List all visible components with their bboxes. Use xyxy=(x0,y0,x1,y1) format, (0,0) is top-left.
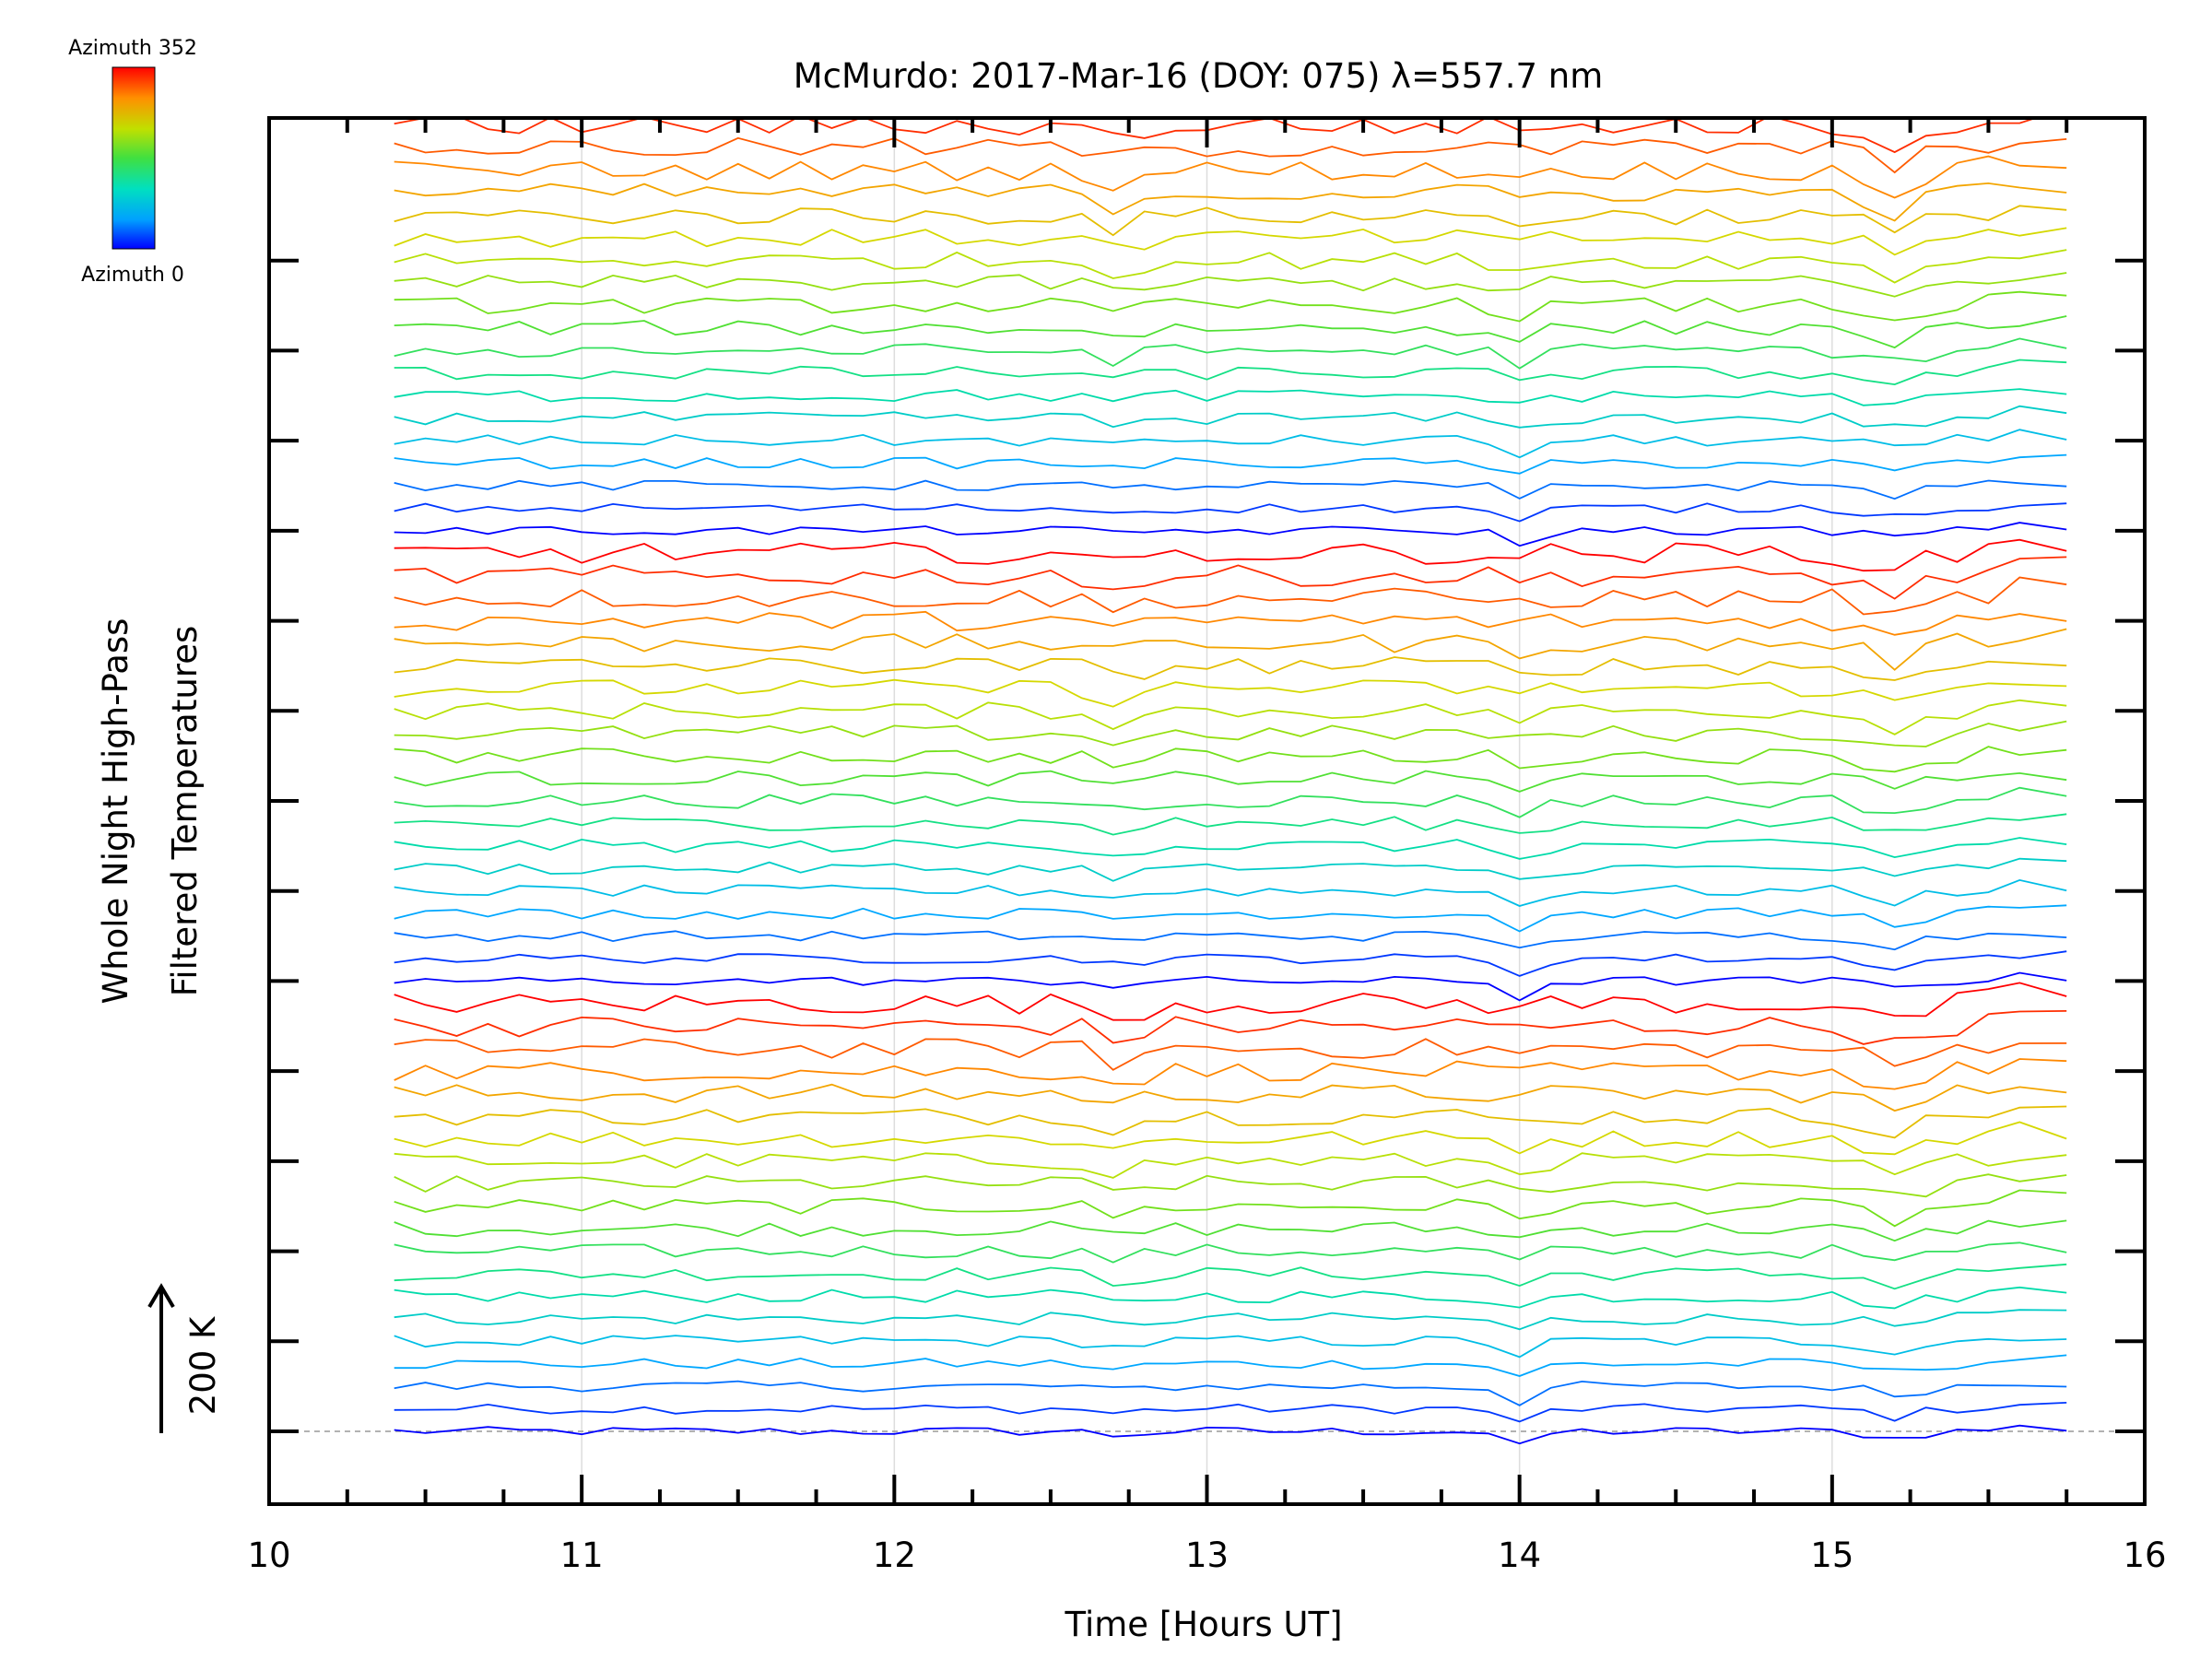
x-tick-label-12: 12 xyxy=(873,1535,916,1575)
series-line xyxy=(394,227,2067,256)
colorbar-legend: Azimuth 352 Azimuth 0 xyxy=(68,37,197,287)
series-line xyxy=(394,678,2067,708)
series-line xyxy=(394,388,2067,406)
series-line xyxy=(394,205,2067,237)
series-line xyxy=(394,720,2067,747)
series-line xyxy=(394,30,2067,46)
x-tick-label-11: 11 xyxy=(560,1535,604,1575)
series-line xyxy=(394,1219,2067,1242)
series-line xyxy=(394,610,2067,636)
series-line xyxy=(394,1010,2067,1045)
series-line xyxy=(394,786,2067,818)
series-line xyxy=(394,628,2067,671)
x-tick-label-10: 10 xyxy=(247,1535,290,1575)
series-line xyxy=(394,1335,2067,1359)
chart-title: McMurdo: 2017-Mar-16 (DOY: 075) λ=557.7 … xyxy=(794,56,1604,96)
series-line xyxy=(394,1424,2067,1445)
y-axis-label-line1: Whole Night High-Pass xyxy=(96,618,135,1005)
series-line xyxy=(394,1121,2067,1156)
series-line xyxy=(394,904,2067,933)
y-axis-label-line2: Filtered Temperatures xyxy=(165,626,205,996)
colorbar-bottom-label: Azimuth 0 xyxy=(81,264,184,287)
x-tick-label-14: 14 xyxy=(1498,1535,1541,1575)
series-line xyxy=(394,502,2067,523)
x-tick-label-15: 15 xyxy=(1810,1535,1853,1575)
series-line xyxy=(394,272,2067,298)
series-line xyxy=(394,656,2067,681)
series-line xyxy=(394,1263,2067,1290)
series-line xyxy=(394,1058,2067,1090)
series-line xyxy=(394,930,2067,951)
series-line xyxy=(394,429,2067,459)
series-line xyxy=(394,155,2067,199)
series-line xyxy=(394,315,2067,349)
scale-label: 200 K xyxy=(183,1315,223,1415)
series-line xyxy=(394,1083,2067,1112)
series-line xyxy=(394,770,2067,793)
series-line xyxy=(394,1038,2067,1071)
series-line xyxy=(394,453,2067,475)
series-line xyxy=(394,746,2067,773)
series-line xyxy=(394,576,2067,616)
vertical-gridlines xyxy=(581,120,1833,1502)
series-line xyxy=(394,1105,2067,1139)
series-line xyxy=(394,1309,2067,1331)
series-line xyxy=(394,1241,2067,1264)
scale-arrowhead xyxy=(147,1283,175,1309)
series-line xyxy=(394,522,2067,547)
series-line xyxy=(394,813,2067,836)
series-group xyxy=(394,0,2067,1445)
x-axis-label: Time [Hours UT] xyxy=(1064,1605,1342,1644)
series-line xyxy=(394,0,2067,7)
series-line xyxy=(394,249,2067,284)
series-line xyxy=(394,1354,2067,1377)
series-line xyxy=(394,857,2067,882)
series-line xyxy=(394,479,2067,500)
series-line xyxy=(394,182,2067,222)
series-line xyxy=(394,337,2067,370)
scale-indicator: 200 K xyxy=(147,1283,223,1433)
series-line xyxy=(394,1380,2067,1406)
series-line xyxy=(394,971,2067,1002)
series-line xyxy=(394,699,2067,735)
series-line xyxy=(394,118,2039,154)
series-line xyxy=(394,4,2067,31)
series-line xyxy=(394,837,2067,860)
series-line xyxy=(394,556,2067,600)
series-line xyxy=(394,136,2067,174)
series-line xyxy=(394,982,2067,1021)
x-tick-labels: 10 11 12 13 14 15 16 xyxy=(247,1535,2166,1575)
series-line xyxy=(394,359,2067,386)
series-line xyxy=(394,290,2067,323)
x-tick-label-13: 13 xyxy=(1185,1535,1229,1575)
x-tick-label-16: 16 xyxy=(2123,1535,2166,1575)
series-line xyxy=(394,1152,2067,1179)
series-line xyxy=(394,1189,2067,1228)
series-line xyxy=(394,950,2067,977)
colorbar xyxy=(112,66,156,250)
axis-ticks xyxy=(267,118,2147,1504)
series-line xyxy=(394,538,2067,572)
series-line xyxy=(394,1173,2067,1198)
series-line xyxy=(394,878,2067,907)
series-line xyxy=(394,1402,2067,1423)
colorbar-top-label: Azimuth 352 xyxy=(68,37,197,60)
series-line xyxy=(394,93,2067,115)
series-line xyxy=(394,1286,2067,1310)
series-line xyxy=(394,405,2067,429)
